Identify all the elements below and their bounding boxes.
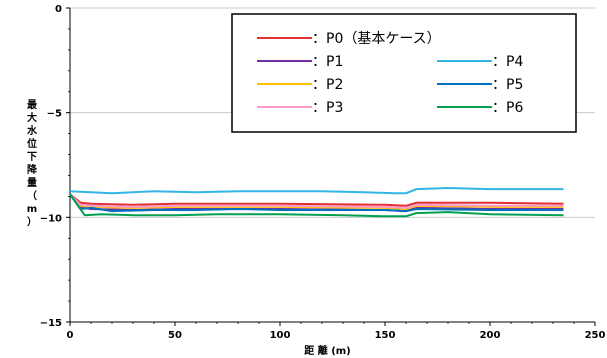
series-line-p2: [69, 193, 564, 210]
x-tick-label: 150: [375, 330, 396, 341]
x-axis-title: 距 離 (m): [304, 344, 351, 357]
legend-label: ：P6: [492, 100, 523, 116]
series-line-p5: [69, 193, 564, 213]
x-tick-label: 250: [585, 330, 606, 341]
tick-labels: 0 −5 −10 −15 0 50 100 150 200 250: [40, 4, 606, 341]
x-tick-label: 200: [480, 330, 501, 341]
legend-label: ：P2: [312, 77, 343, 93]
x-tick-label: 0: [67, 330, 74, 341]
series-line-p3: [69, 193, 564, 209]
y-tick-label: −15: [40, 318, 62, 329]
series-line-p6: [69, 193, 564, 218]
series-lines: [69, 187, 564, 218]
legend: ：P0（基本ケース） ：P1 ：P4 ：P2 ：P5 ：P3 ：P6: [231, 13, 577, 133]
legend-label: ：P4: [492, 54, 523, 70]
y-tick-label: 0: [55, 4, 62, 15]
y-tick-label: −10: [40, 213, 62, 224]
y-tick-label: −5: [47, 109, 62, 120]
legend-label: ：P5: [492, 77, 523, 93]
x-tick-label: 50: [168, 330, 182, 341]
x-tick-label: 100: [270, 330, 291, 341]
series-line-p4: [69, 187, 564, 195]
legend-box: [231, 13, 577, 133]
legend-label: ：P0（基本ケース）: [312, 30, 441, 47]
legend-label: ：P1: [312, 54, 343, 70]
series-line-p0基本ケース: [69, 193, 564, 207]
y-axis-title: 最大水位下降量（ m）: [26, 99, 38, 228]
axis-titles: 距 離 (m) 最大水位下降量（ m）: [26, 99, 351, 357]
axes: [66, 7, 596, 326]
legend-label: ：P3: [312, 100, 343, 116]
